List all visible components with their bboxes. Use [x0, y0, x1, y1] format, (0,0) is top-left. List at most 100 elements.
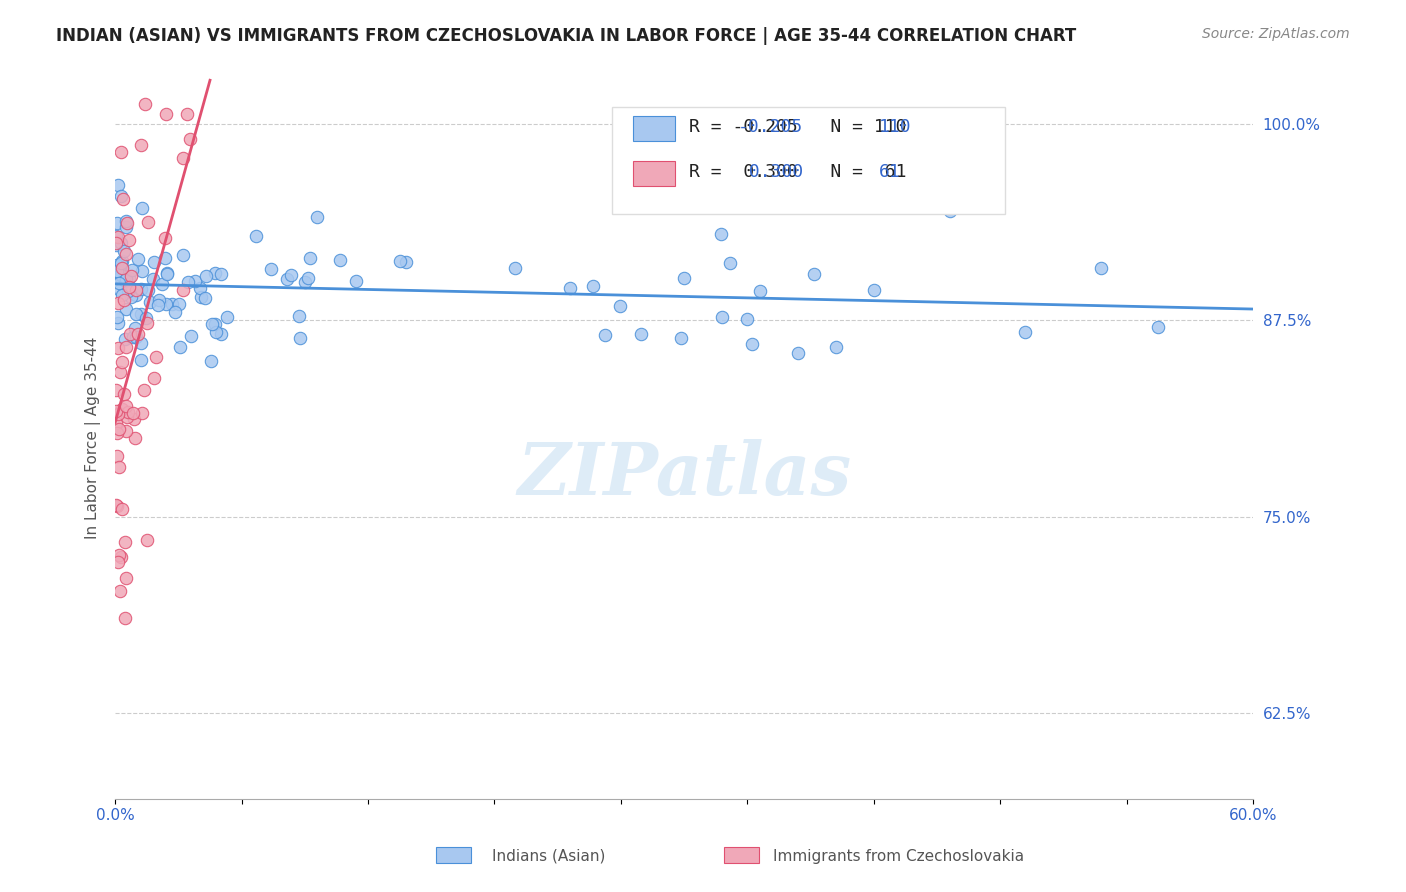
Point — [110, 549, 132, 564]
Point — [190, 290, 212, 304]
Text: ZIPatlas: ZIPatlas — [517, 439, 851, 509]
Point — [115, 216, 138, 230]
Point — [131, 307, 153, 321]
Point — [156, 268, 179, 282]
Point — [299, 251, 322, 265]
Point — [200, 353, 222, 368]
Point — [125, 288, 148, 302]
Point — [276, 272, 298, 286]
Point — [125, 330, 148, 344]
Text: 61: 61 — [879, 163, 900, 181]
Point — [824, 339, 846, 353]
Point — [558, 281, 581, 295]
Point — [124, 321, 146, 335]
Point — [288, 331, 311, 345]
Point — [110, 288, 132, 302]
Point — [120, 290, 142, 304]
Point — [110, 256, 132, 270]
Point — [711, 310, 734, 324]
Point — [115, 214, 138, 228]
Point — [117, 284, 139, 298]
Point — [108, 459, 131, 474]
Point — [112, 293, 135, 308]
Point — [115, 425, 138, 439]
Point — [862, 283, 884, 297]
Point — [107, 316, 129, 330]
Point — [177, 275, 200, 289]
Point — [142, 371, 165, 385]
Point — [122, 412, 145, 426]
Point — [344, 274, 367, 288]
Point — [108, 422, 131, 436]
Point — [609, 300, 631, 314]
Point — [136, 215, 159, 229]
Point — [143, 255, 166, 269]
Point — [155, 107, 177, 121]
Point — [114, 219, 136, 234]
Point — [111, 192, 134, 206]
Point — [105, 426, 128, 441]
Point — [215, 310, 238, 324]
Point — [114, 272, 136, 286]
Point — [153, 231, 176, 245]
Point — [136, 316, 159, 330]
Point — [294, 275, 316, 289]
Point — [148, 293, 170, 307]
Point — [127, 252, 149, 267]
Point — [582, 279, 605, 293]
Point — [288, 309, 311, 323]
Text: -0.205: -0.205 — [738, 118, 803, 136]
Point — [146, 298, 169, 312]
Point — [111, 502, 134, 516]
Point — [135, 533, 157, 548]
Point — [120, 326, 142, 341]
Point — [630, 326, 652, 341]
Point — [938, 204, 960, 219]
Point — [111, 260, 134, 275]
Point — [134, 97, 156, 112]
Point — [280, 268, 302, 283]
Point — [110, 188, 132, 202]
Point — [129, 353, 152, 368]
Point — [127, 327, 149, 342]
Point — [114, 340, 136, 354]
Point — [748, 284, 770, 298]
Point — [162, 297, 184, 311]
Point — [180, 329, 202, 343]
Point — [395, 254, 418, 268]
Point — [165, 305, 187, 319]
Point — [115, 410, 138, 425]
Point — [111, 402, 134, 417]
Point — [329, 253, 352, 268]
Point — [115, 400, 138, 414]
Point — [108, 260, 131, 275]
Text: R =  0.300   N =  61: R = 0.300 N = 61 — [689, 163, 907, 181]
Point — [114, 611, 136, 625]
Point — [112, 244, 135, 258]
Point — [107, 342, 129, 356]
Point — [205, 326, 228, 340]
Point — [1090, 260, 1112, 275]
Point — [136, 283, 159, 297]
Point — [741, 337, 763, 351]
Point — [125, 306, 148, 320]
Point — [107, 178, 129, 192]
Point — [121, 263, 143, 277]
Point — [118, 233, 141, 247]
Point — [673, 271, 696, 285]
Point — [195, 269, 218, 284]
Point — [593, 327, 616, 342]
Point — [105, 264, 128, 278]
Point — [114, 274, 136, 288]
Text: 110: 110 — [879, 118, 911, 136]
Point — [105, 310, 128, 325]
Point — [735, 311, 758, 326]
Point — [1147, 319, 1170, 334]
Point — [718, 256, 741, 270]
Point — [105, 404, 128, 418]
Point — [110, 268, 132, 282]
Point — [118, 280, 141, 294]
Point — [169, 340, 191, 354]
Point — [710, 227, 733, 241]
Point — [105, 449, 128, 463]
